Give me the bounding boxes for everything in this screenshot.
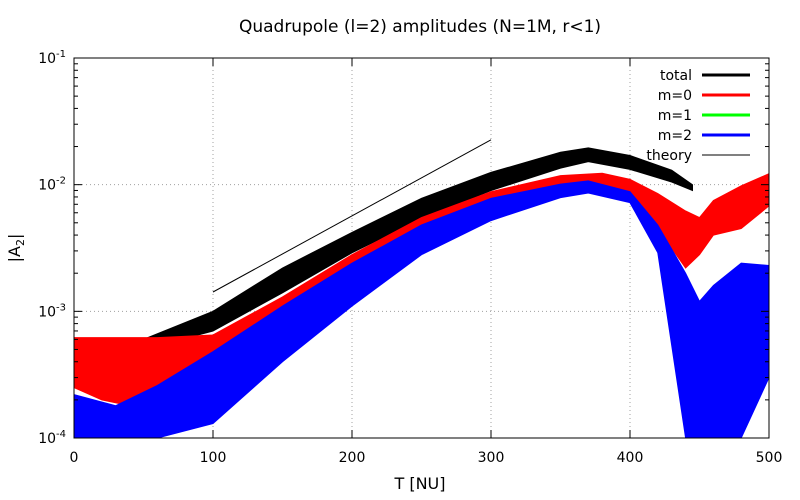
y-axis-label-sub: 2: [14, 239, 27, 246]
y-tick-exponent: -1: [56, 49, 66, 60]
series-layer: [74, 139, 769, 438]
x-tick-label: 100: [200, 450, 227, 466]
series-band-total: [74, 147, 693, 351]
legend-label-m-2: m=2: [658, 128, 692, 144]
legend-label-theory: theory: [646, 148, 692, 164]
x-tick-label: 300: [478, 450, 505, 466]
y-axis-label: |A2|: [5, 234, 27, 263]
ticks: 0 100 200 300 400 500 10-4 10-3 10-2 10-1: [38, 49, 782, 466]
x-tick-label: 200: [339, 450, 366, 466]
x-tick-label: 400: [617, 450, 644, 466]
y-axis-label-end: |: [5, 234, 24, 239]
series-band-m-2: [74, 180, 769, 438]
series-line-theory: [212, 139, 492, 293]
y-tick-label: 10-1: [38, 49, 66, 67]
y-axis-label-main: |A: [5, 246, 24, 262]
legend-label-m-1: m=1: [658, 108, 692, 124]
x-tick-label: 500: [756, 450, 783, 466]
legend: total m=0 m=1 m=2 theory: [646, 68, 750, 164]
plot-frame: [73, 57, 770, 439]
y-tick-label: 10-4: [38, 429, 66, 447]
y-tick-label: 10-2: [38, 176, 66, 194]
y-tick-exponent: -2: [56, 176, 66, 187]
y-tick-label: 10-3: [38, 302, 66, 320]
x-axis-label: T [NU]: [393, 474, 445, 493]
chart-title: Quadrupole (l=2) amplitudes (N=1M, r<1): [239, 17, 601, 37]
legend-label-total: total: [660, 68, 692, 84]
y-tick-exponent: -4: [56, 429, 66, 440]
x-tick-label: 0: [70, 450, 79, 466]
legend-label-m-0: m=0: [658, 88, 692, 104]
y-tick-exponent: -3: [56, 302, 66, 313]
